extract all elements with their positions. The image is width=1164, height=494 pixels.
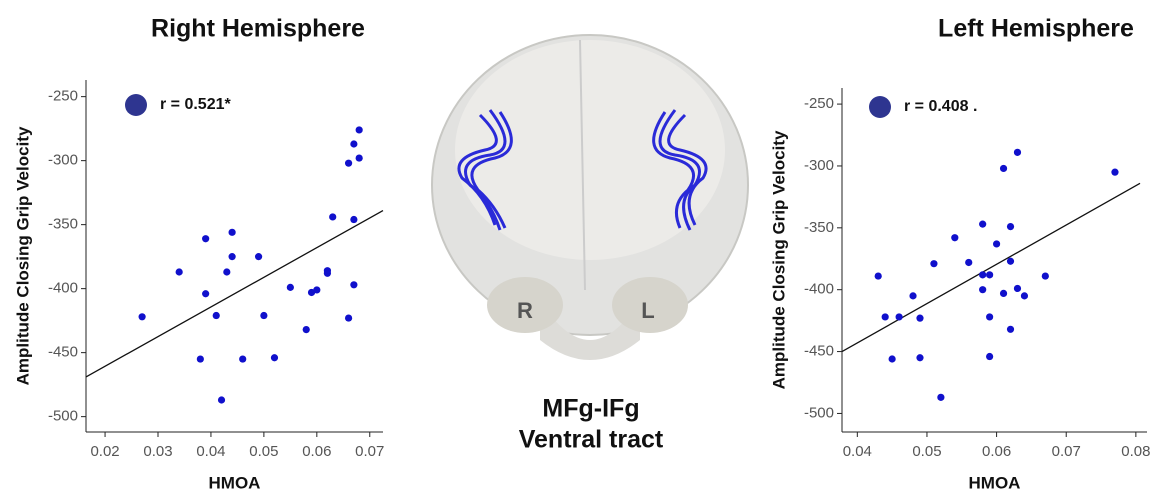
point — [951, 234, 958, 241]
point — [986, 271, 993, 278]
point — [979, 286, 986, 293]
y-tick-label: -300 — [48, 152, 78, 169]
x-tick-label: 0.03 — [143, 443, 172, 460]
point — [350, 140, 357, 147]
hemisphere-label: R — [517, 298, 533, 323]
point — [930, 260, 937, 267]
point — [1014, 149, 1021, 156]
point — [303, 326, 310, 333]
y-tick-label: -250 — [48, 88, 78, 105]
point — [350, 281, 357, 288]
point — [909, 292, 916, 299]
x-tick-label: 0.04 — [196, 443, 225, 460]
point — [313, 286, 320, 293]
chart-title: Left Hemisphere — [938, 15, 1134, 43]
caption: Ventral tract — [519, 426, 664, 454]
point — [287, 284, 294, 291]
y-axis-label: Amplitude Closing Grip Velocity — [769, 130, 788, 389]
point — [202, 235, 209, 242]
y-tick-label: -350 — [804, 219, 834, 236]
point — [986, 353, 993, 360]
point — [260, 312, 267, 319]
point — [324, 267, 331, 274]
annotation: r = 0.521* — [160, 96, 232, 113]
x-tick-label: 0.05 — [249, 443, 278, 460]
point — [986, 313, 993, 320]
fit-line — [86, 211, 383, 377]
point — [1014, 285, 1021, 292]
point — [1111, 169, 1118, 176]
point — [1000, 290, 1007, 297]
legend-marker — [869, 96, 891, 118]
y-tick-label: -450 — [804, 343, 834, 360]
point — [965, 259, 972, 266]
point — [916, 315, 923, 322]
point — [1007, 258, 1014, 265]
point — [937, 394, 944, 401]
point — [882, 313, 889, 320]
point — [979, 221, 986, 228]
point — [213, 312, 220, 319]
point — [875, 272, 882, 279]
point — [1042, 272, 1049, 279]
annotation: r = 0.408 . — [904, 98, 977, 115]
point — [896, 313, 903, 320]
x-tick-label: 0.05 — [912, 443, 941, 460]
chart-title: Right Hemisphere — [151, 15, 365, 43]
x-tick-label: 0.06 — [302, 443, 331, 460]
point — [218, 396, 225, 403]
point — [350, 216, 357, 223]
x-tick-label: 0.02 — [90, 443, 119, 460]
x-tick-label: 0.07 — [355, 443, 384, 460]
x-tick-label: 0.04 — [843, 443, 872, 460]
point — [229, 253, 236, 260]
y-tick-label: -250 — [804, 95, 834, 112]
y-tick-label: -500 — [48, 408, 78, 425]
point — [345, 160, 352, 167]
y-tick-label: -300 — [804, 157, 834, 174]
y-tick-label: -350 — [48, 216, 78, 233]
brain-image: R L — [432, 35, 748, 360]
hemisphere-label: L — [641, 298, 654, 323]
point — [239, 355, 246, 362]
figure: R L MFg-IFg Ventral tract Right Hemisphe… — [0, 0, 1164, 494]
y-tick-label: -400 — [804, 281, 834, 298]
point — [356, 154, 363, 161]
caption: MFg-IFg — [542, 395, 639, 423]
point — [202, 290, 209, 297]
point — [271, 354, 278, 361]
x-tick-label: 0.08 — [1121, 443, 1150, 460]
y-tick-label: -400 — [48, 280, 78, 297]
point — [1007, 326, 1014, 333]
point — [329, 213, 336, 220]
point — [255, 253, 262, 260]
point — [979, 271, 986, 278]
point — [176, 268, 183, 275]
point — [916, 354, 923, 361]
y-axis-label: Amplitude Closing Grip Velocity — [13, 126, 32, 385]
x-axis-label: HMOA — [209, 473, 261, 492]
x-axis-label: HMOA — [969, 473, 1021, 492]
point — [889, 355, 896, 362]
point — [1000, 165, 1007, 172]
point — [345, 314, 352, 321]
point — [223, 268, 230, 275]
point — [993, 240, 1000, 247]
y-tick-label: -500 — [804, 404, 834, 421]
point — [197, 355, 204, 362]
fit-line — [842, 183, 1140, 351]
point — [229, 229, 236, 236]
point — [356, 126, 363, 133]
x-tick-label: 0.07 — [1052, 443, 1081, 460]
legend-marker — [125, 94, 147, 116]
point — [139, 313, 146, 320]
y-tick-label: -450 — [48, 344, 78, 361]
point — [1007, 223, 1014, 230]
x-tick-label: 0.06 — [982, 443, 1011, 460]
point — [1021, 292, 1028, 299]
